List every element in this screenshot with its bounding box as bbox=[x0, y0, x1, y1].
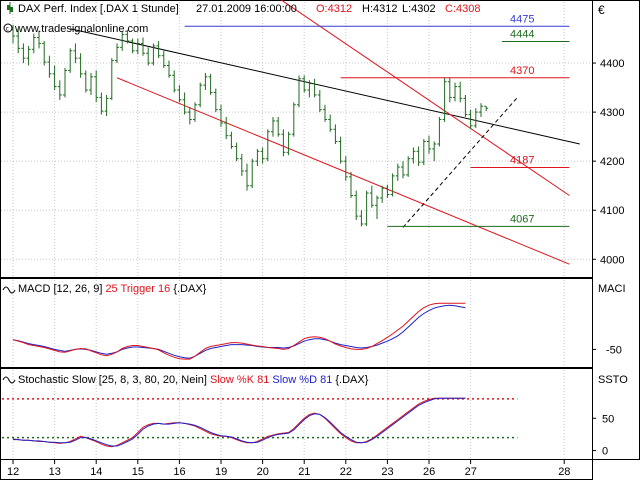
level-label: 4444 bbox=[510, 28, 534, 40]
level-label: 4475 bbox=[510, 13, 534, 25]
high-value: H:4312 bbox=[362, 3, 397, 15]
time-label: 16 bbox=[173, 466, 185, 478]
chart-header: DAX Perf. Index [.DAX 1 Stunde] 27.01.20… bbox=[3, 2, 605, 35]
time-label: 27 bbox=[465, 466, 477, 478]
instrument-title: DAX Perf. Index [.DAX 1 Stunde] bbox=[18, 3, 179, 15]
resistance-trendline bbox=[70, 28, 580, 145]
axis-labels-layer: 12 13 14 15 16 19 20 21 22 23 26 27 28 4000 4100 4200 43… bbox=[7, 58, 624, 478]
time-label: 21 bbox=[298, 466, 310, 478]
stoch-d-label: Slow %D 81 bbox=[272, 374, 332, 386]
price-tick-label: 4300 bbox=[600, 107, 624, 119]
wave-icon bbox=[2, 286, 16, 294]
svg-text:c: c bbox=[6, 26, 9, 33]
stoch-title: Stochastic Slow [25, 8, 3, 80, 20, Nein]… bbox=[18, 374, 369, 386]
stoch-header: Stochastic Slow [25, 8, 3, 80, 20, Nein]… bbox=[2, 374, 628, 386]
indicator-layer bbox=[2, 302, 518, 448]
macd-axis-label: MACI bbox=[598, 283, 626, 295]
channel-lower-line bbox=[116, 77, 570, 265]
stoch-axis-label: SSTO bbox=[598, 374, 628, 386]
stoch-series-line bbox=[13, 397, 466, 447]
price-tick-label: 4200 bbox=[600, 156, 624, 168]
macd-trigger-label: 25 Trigger 16 bbox=[105, 283, 170, 295]
support-trendline bbox=[402, 97, 518, 228]
time-label: 19 bbox=[215, 466, 227, 478]
close-value: C:4308 bbox=[445, 3, 480, 15]
candle-icon bbox=[7, 2, 13, 14]
open-value: O:4312 bbox=[316, 3, 352, 15]
time-label: 13 bbox=[49, 466, 61, 478]
stoch-tick-label: 50 bbox=[602, 413, 614, 425]
bar-datetime: 27.01.2009 16:00:00 bbox=[196, 3, 297, 15]
time-label: 22 bbox=[340, 466, 352, 478]
low-value: L:4302 bbox=[402, 3, 436, 15]
time-label: 28 bbox=[558, 466, 570, 478]
macd-series-line bbox=[12, 302, 466, 360]
time-label: 23 bbox=[381, 466, 393, 478]
stoch-symbol: {.DAX} bbox=[335, 374, 368, 386]
time-label: 15 bbox=[132, 466, 144, 478]
stoch-k-label: Slow %K 81 bbox=[210, 374, 269, 386]
macd-symbol: {.DAX} bbox=[173, 283, 206, 295]
macd-tick-label: -50 bbox=[606, 344, 622, 356]
source-label: www.tradesignalonline.com bbox=[14, 23, 148, 35]
level-label: 4370 bbox=[510, 65, 534, 77]
time-label: 26 bbox=[423, 466, 435, 478]
stoch-tick-label: 0 bbox=[602, 446, 608, 458]
stoch-params: Stochastic Slow [25, 8, 3, 80, 20, Nein] bbox=[18, 374, 207, 386]
time-label: 14 bbox=[90, 466, 102, 478]
macd-header: MACD [12, 26, 9] 25 Trigger 16 {.DAX} MA… bbox=[2, 283, 626, 295]
time-label: 20 bbox=[257, 466, 269, 478]
copyright-icon: c bbox=[3, 23, 13, 33]
candles-layer bbox=[11, 24, 489, 227]
stoch-panel-frame bbox=[0, 368, 593, 460]
trendlines-layer: 4475 4444 4370 4187 4067 bbox=[70, 0, 580, 265]
level-label: 4067 bbox=[510, 213, 534, 225]
grid-layer bbox=[1, 2, 592, 459]
price-tick-label: 4400 bbox=[600, 58, 624, 70]
currency-symbol: € bbox=[598, 3, 605, 17]
price-tick-label: 4000 bbox=[600, 254, 624, 266]
macd-params: MACD [12, 26, 9] bbox=[18, 283, 102, 295]
right-axis-frame bbox=[592, 0, 640, 460]
channel-upper-line bbox=[280, 0, 570, 196]
price-tick-label: 4100 bbox=[600, 205, 624, 217]
time-label: 12 bbox=[7, 466, 19, 478]
price-panel-frame bbox=[0, 0, 593, 278]
wave-icon bbox=[2, 376, 16, 384]
macd-title: MACD [12, 26, 9] 25 Trigger 16 {.DAX} bbox=[18, 283, 207, 295]
level-label: 4187 bbox=[510, 155, 534, 167]
